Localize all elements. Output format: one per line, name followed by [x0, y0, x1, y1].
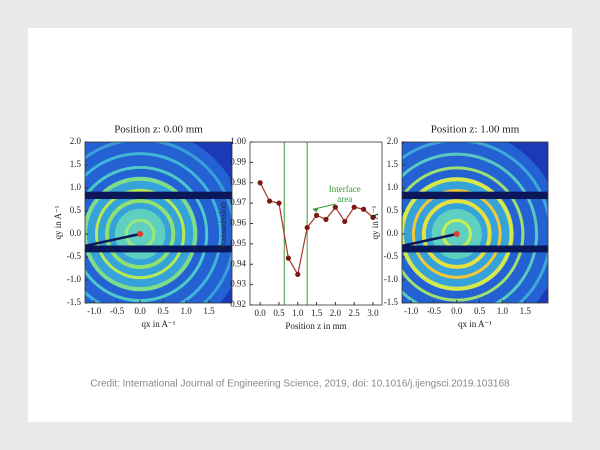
- x-axis-label: qx in A⁻¹: [142, 319, 176, 329]
- x-tick-label: 2.0: [330, 308, 342, 318]
- y-tick-label: 0.98: [230, 177, 246, 187]
- ring: [85, 176, 198, 292]
- x-tick-label: 1.0: [292, 308, 304, 318]
- x-tick-label: 3.0: [367, 308, 379, 318]
- y-tick-label: 0.0: [70, 228, 82, 238]
- beam-center: [137, 231, 144, 237]
- y-tick-label: 0.99: [230, 156, 246, 166]
- data-point: [332, 204, 338, 210]
- x-tick-label: 0.5: [474, 306, 486, 316]
- detector-gap: [402, 245, 548, 253]
- y-tick-label: 0.96: [230, 218, 246, 228]
- annotation-arrowhead: [312, 207, 319, 213]
- y-tick-label: 1.0: [387, 182, 399, 192]
- x-tick-label: -1.0: [87, 306, 102, 316]
- data-point: [304, 224, 310, 231]
- x-tick-label: 1.0: [497, 306, 509, 316]
- x-axis-label: qx in A⁻¹: [458, 319, 492, 329]
- x-tick-label: 2.5: [349, 308, 361, 318]
- data-point: [295, 271, 301, 278]
- y-tick-label: -0.5: [384, 251, 399, 261]
- data-point: [276, 200, 282, 206]
- x-tick-label: 0.5: [273, 308, 285, 318]
- beam-stop: [85, 232, 141, 248]
- x-tick-label: 1.5: [203, 306, 215, 316]
- y-tick-label: -1.0: [67, 274, 82, 284]
- y-tick-label: -1.5: [384, 297, 399, 307]
- y-axis-label: qy in A⁻¹: [370, 205, 380, 239]
- diffraction-image: [85, 142, 232, 303]
- x-tick-label: 0.0: [255, 308, 267, 318]
- x-axis-label: Position z in mm: [285, 321, 346, 331]
- data-point: [266, 198, 273, 204]
- data-point: [342, 218, 348, 225]
- x-tick-label: 1.5: [311, 308, 323, 318]
- x-tick-label: 0.0: [451, 306, 463, 316]
- detector-gap: [402, 191, 548, 200]
- ring: [85, 152, 222, 303]
- y-tick-label: 0.97: [230, 197, 246, 207]
- ring: [402, 152, 539, 303]
- data-point: [313, 212, 320, 218]
- y-tick-label: -1.5: [67, 297, 82, 307]
- y-tick-label: 0.93: [230, 279, 246, 289]
- ring: [402, 177, 514, 291]
- beam-stop: [402, 232, 458, 248]
- y-tick-label: 0.5: [70, 205, 82, 215]
- x-tick-label: 0.5: [157, 306, 169, 316]
- caption: Credit: International Journal of Enginee…: [90, 379, 510, 390]
- data-point: [285, 255, 291, 261]
- y-axis-label: qy in A⁻¹: [53, 205, 63, 239]
- y-tick-label: 1.00: [230, 136, 246, 146]
- x-tick-label: -0.5: [110, 306, 125, 316]
- y-tick-label: 1.5: [387, 159, 399, 169]
- annotation: Interface: [329, 184, 361, 194]
- chart-title: Position z: 1.00 mm: [431, 124, 520, 136]
- ring: [105, 198, 176, 270]
- y-tick-label: 1.5: [70, 159, 82, 169]
- data-point: [370, 214, 376, 220]
- data-point: [257, 180, 263, 186]
- data-point: [360, 206, 367, 212]
- data-point: [351, 204, 357, 210]
- detector-gap: [85, 191, 232, 200]
- y-tick-label: -0.5: [67, 251, 82, 261]
- x-tick-label: 1.5: [520, 306, 532, 316]
- y-axis-label: Transmission -: [218, 197, 228, 250]
- ring: [421, 199, 492, 269]
- y-tick-label: 0.95: [230, 238, 246, 248]
- detector-gap: [85, 245, 232, 253]
- y-tick-label: 0.92: [230, 299, 246, 309]
- y-tick-label: 1.0: [70, 182, 82, 192]
- x-tick-label: 1.0: [180, 306, 192, 316]
- plot-frame: [84, 141, 233, 304]
- x-tick-label: 0.0: [135, 306, 147, 316]
- data-point: [323, 216, 329, 223]
- plot-frame: [401, 141, 549, 304]
- chart-title: Position z: 0.00 mm: [114, 124, 203, 136]
- x-tick-label: -0.5: [427, 306, 442, 316]
- y-tick-label: 0.5: [387, 205, 399, 215]
- ring: [411, 189, 502, 279]
- y-tick-label: 2.0: [70, 136, 82, 146]
- x-tick-label: -1.0: [404, 306, 419, 316]
- beam-center: [453, 231, 460, 237]
- y-tick-label: 2.0: [387, 136, 399, 146]
- ring: [94, 188, 186, 280]
- diffraction-image: [402, 142, 548, 303]
- annotation: area: [337, 194, 352, 204]
- y-tick-label: 0.0: [387, 228, 399, 238]
- y-tick-label: 0.94: [230, 258, 246, 268]
- y-tick-label: -1.0: [384, 274, 399, 284]
